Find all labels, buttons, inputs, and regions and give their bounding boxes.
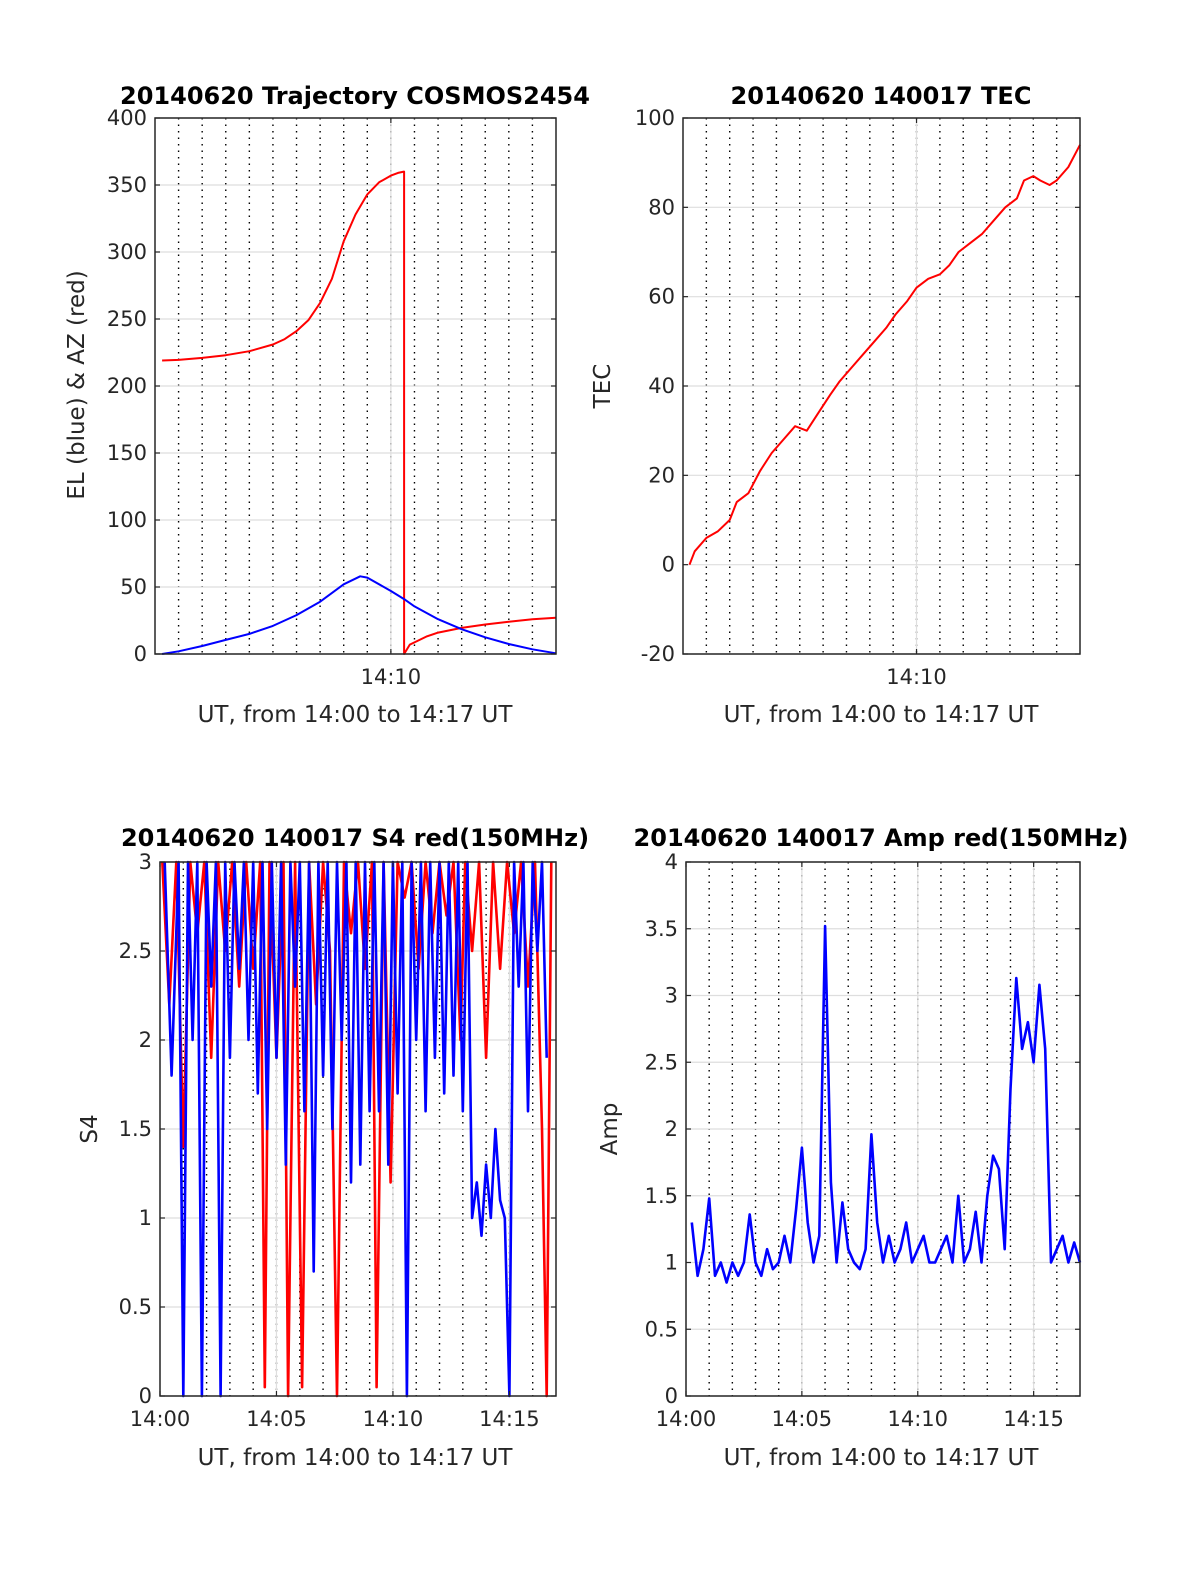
subplot-trajectory-ylabel: EL (blue) & AZ (red)	[64, 270, 90, 499]
amp-series-line	[690, 924, 1082, 1284]
s4-ytick-label: 1	[139, 1206, 152, 1230]
s4-xtick-label: 14:15	[479, 1407, 540, 1431]
amp-ytick-label: 1	[665, 1251, 678, 1275]
subplot-amp-xlabel: UT, from 14:00 to 14:17 UT	[724, 1445, 1040, 1471]
subplot-tec-ylabel: TEC	[590, 364, 616, 410]
subplot-trajectory-xlabel: UT, from 14:00 to 14:17 UT	[198, 702, 514, 728]
trajectory-ytick-label: 250	[107, 307, 147, 331]
trajectory-ytick-label: 150	[107, 441, 147, 465]
tec-ytick-label: -20	[641, 642, 675, 666]
trajectory-ytick-label: 200	[107, 374, 147, 398]
tec-ytick-label: 0	[662, 553, 675, 577]
subplot-s4-xlabel: UT, from 14:00 to 14:17 UT	[198, 1445, 514, 1471]
s4-xtick-label: 14:00	[130, 1407, 191, 1431]
amp-xtick-label: 14:10	[887, 1407, 948, 1431]
s4-ytick-label: 1.5	[119, 1117, 152, 1141]
subplot-s4-ylabel: S4	[77, 1114, 103, 1143]
s4-xtick-label: 14:05	[246, 1407, 307, 1431]
subplot-tec-plot: -20 0 20 40 60 80 100 14:10	[635, 106, 1081, 689]
s4-ytick-label: 2	[139, 1028, 152, 1052]
amp-ytick-label: 3.5	[645, 917, 678, 941]
amp-ytick-label: 3	[665, 984, 678, 1008]
subplot-s4: 20140620 140017 S4 red(150MHz) S4 UT, fr…	[77, 824, 589, 1471]
tec-series-line	[688, 144, 1081, 566]
trajectory-series-line	[161, 575, 557, 655]
subplot-amp-plot: 0 0.5 1 1.5 2 2.5 3 3.5 4 14:00 14:05 14:10 14:15	[645, 850, 1082, 1431]
trajectory-ytick-label: 100	[107, 508, 147, 532]
subplot-amp-title: 20140620 140017 Amp red(150MHz)	[634, 824, 1129, 852]
tec-ytick-label: 80	[648, 195, 675, 219]
trajectory-ytick-label: 300	[107, 240, 147, 264]
trajectory-ytick-label: 50	[120, 575, 147, 599]
amp-ytick-label: 0	[665, 1384, 678, 1408]
trajectory-ytick-label: 350	[107, 173, 147, 197]
amp-xtick-label: 14:00	[656, 1407, 717, 1431]
subplot-trajectory-plot: 0 50 100 150 200 250 300 350 400 14:10	[107, 106, 557, 689]
subplot-trajectory: 20140620 Trajectory COSMOS2454 EL (blue)…	[64, 82, 590, 728]
subplot-s4-title: 20140620 140017 S4 red(150MHz)	[121, 824, 589, 852]
amp-xtick-label: 14:05	[772, 1407, 833, 1431]
subplot-s4-plot: 0 0.5 1 1.5 2 2.5 3 14:00 14:05 14:10 14:15	[119, 850, 557, 1431]
subplot-amp: 20140620 140017 Amp red(150MHz) Amp UT, …	[597, 824, 1128, 1471]
trajectory-ytick-label: 0	[134, 642, 147, 666]
trajectory-xtick-label: 14:10	[361, 665, 422, 689]
trajectory-ytick-label: 400	[107, 106, 147, 130]
amp-ytick-label: 4	[665, 850, 678, 874]
s4-ytick-label: 0	[139, 1384, 152, 1408]
subplot-amp-ylabel: Amp	[597, 1103, 623, 1156]
s4-ytick-label: 0.5	[119, 1295, 152, 1319]
subplot-tec-xlabel: UT, from 14:00 to 14:17 UT	[724, 702, 1040, 728]
s4-series-line	[163, 860, 548, 1398]
amp-ytick-label: 1.5	[645, 1184, 678, 1208]
subplot-tec: 20140620 140017 TEC TEC UT, from 14:00 t…	[590, 82, 1081, 728]
tec-ytick-label: 40	[648, 374, 675, 398]
tec-ytick-label: 20	[648, 463, 675, 487]
amp-ytick-label: 2	[665, 1117, 678, 1141]
amp-xtick-label: 14:15	[1003, 1407, 1064, 1431]
tec-ytick-label: 60	[648, 285, 675, 309]
trajectory-series-line	[162, 170, 557, 655]
tec-ytick-label: 100	[635, 106, 675, 130]
amp-ytick-label: 2.5	[645, 1050, 678, 1074]
s4-ytick-label: 2.5	[119, 939, 152, 963]
subplot-trajectory-title: 20140620 Trajectory COSMOS2454	[120, 82, 590, 110]
tec-xtick-label: 14:10	[886, 665, 947, 689]
amp-ytick-label: 0.5	[645, 1317, 678, 1341]
s4-xtick-label: 14:10	[363, 1407, 424, 1431]
s4-ytick-label: 3	[139, 850, 152, 874]
subplot-tec-title: 20140620 140017 TEC	[731, 82, 1032, 110]
